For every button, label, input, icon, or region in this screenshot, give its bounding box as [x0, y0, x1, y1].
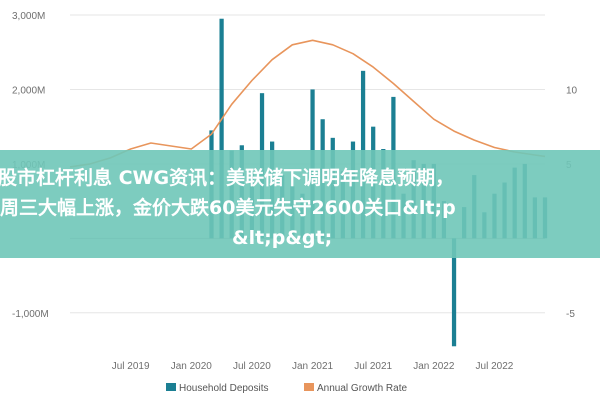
x-axis: Jul 2019 Jan 2020 Jul 2020 Jan 2021 Jul 2021…	[112, 361, 514, 372]
legend-swatch-annual-growth-rate	[304, 383, 314, 391]
x-tick-label: Jul 2019	[112, 361, 150, 372]
legend: Household Deposits Annual Growth Rate	[166, 383, 407, 394]
right-tick-label: 10	[566, 85, 578, 96]
x-tick-label: Jul 2021	[354, 361, 392, 372]
household-deposits-bar	[219, 18, 224, 239]
headline-overlay: 股市杠杆利息 CWG资讯：美联储下调明年降息预期， 周三大幅上涨，金价大跌60美…	[0, 150, 600, 258]
left-tick-label: 3,000M	[12, 11, 45, 22]
x-tick-label: Jul 2022	[476, 361, 514, 372]
legend-label-household-deposits: Household Deposits	[179, 383, 269, 394]
annual-growth-rate-polyline	[69, 39, 546, 168]
legend-swatch-household-deposits	[166, 383, 176, 391]
legend-label-annual-growth-rate: Annual Growth Rate	[317, 383, 407, 394]
annual-growth-rate-line	[69, 39, 546, 168]
right-tick-label: -5	[566, 309, 575, 320]
left-tick-label: -1,000M	[12, 309, 49, 320]
x-tick-label: Jan 2021	[292, 361, 334, 372]
headline-line-3: &lt;p&gt;	[232, 227, 333, 249]
x-tick-label: Jan 2022	[413, 361, 455, 372]
x-tick-label: Jan 2020	[171, 361, 213, 372]
headline-line-1: 股市杠杆利息 CWG资讯：美联储下调明年降息预期，	[0, 167, 455, 189]
household-deposits-bar	[451, 238, 457, 347]
left-tick-label: 2,000M	[12, 85, 45, 96]
headline-line-2: 周三大幅上涨，金价大跌60美元失守2600关口&lt;p	[0, 197, 456, 219]
x-tick-label: Jul 2020	[233, 361, 271, 372]
